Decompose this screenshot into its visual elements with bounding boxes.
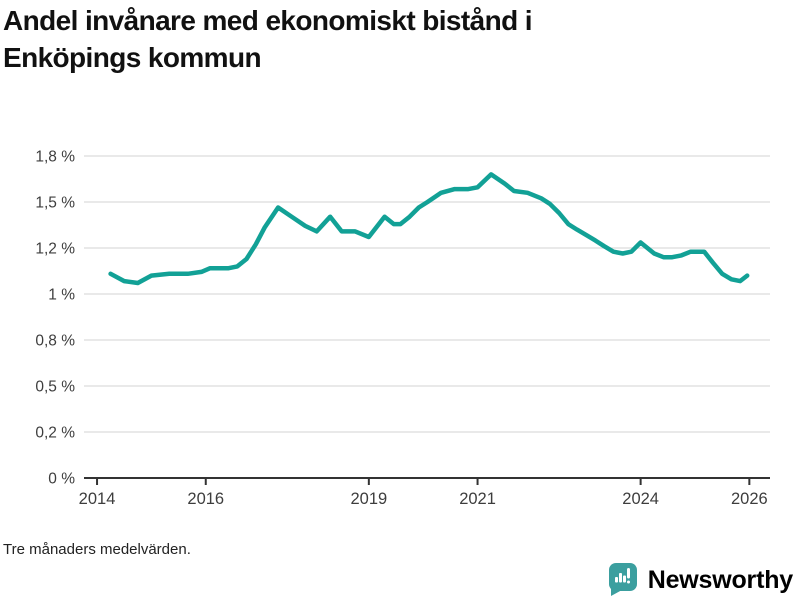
footnote: Tre månaders medelvärden. [3, 541, 191, 558]
page-title-line-2: Enköpings kommun [3, 42, 262, 73]
page-title: Andel invånare med ekonomiskt bistånd i … [3, 2, 703, 76]
bar-chart-speech-bubble-icon [608, 563, 637, 596]
y-axis-label: 0 % [48, 471, 75, 488]
y-axis-label: 0,5 % [35, 379, 75, 396]
x-axis-label: 2014 [79, 490, 116, 508]
y-axis-label: 0,2 % [35, 425, 75, 442]
y-axis-label: 1,5 % [35, 195, 75, 212]
y-axis-label: 1,2 % [35, 241, 75, 258]
y-axis-label: 0,8 % [35, 333, 75, 350]
x-axis-label: 2026 [731, 490, 768, 508]
y-axis-label: 1 % [48, 287, 75, 304]
x-axis-label: 2019 [350, 490, 387, 508]
page-title-line-1: Andel invånare med ekonomiskt bistånd i [3, 5, 533, 36]
data-line-enkopings-kommun [108, 172, 750, 286]
x-axis-label: 2016 [187, 490, 224, 508]
y-axis-label: 1,8 % [35, 149, 75, 166]
x-axis-label: 2021 [459, 490, 496, 508]
line-chart: 0 % 0,2 % 0,5 % 0,8 % 1 % 1,2 % 1,5 % 1,8 % 2014… [35, 149, 770, 508]
x-axis-label: 2024 [622, 490, 659, 508]
newsworthy-logo[interactable]: Newsworthy [606, 561, 793, 599]
logo-text: Newsworthy [647, 565, 793, 594]
